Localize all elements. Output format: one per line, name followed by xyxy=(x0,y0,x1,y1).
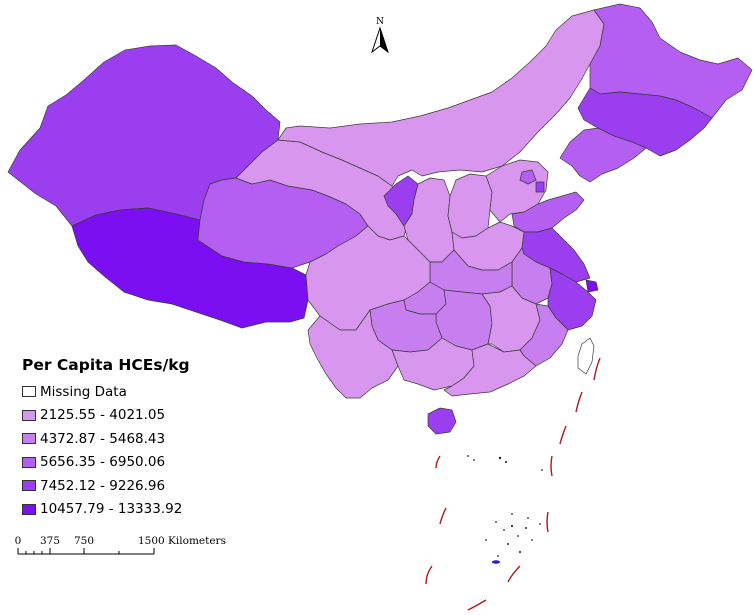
legend-label: Missing Data xyxy=(40,383,127,400)
region-hainan xyxy=(427,407,457,435)
region-heilongjiang xyxy=(589,3,753,119)
legend-label: 2125.55 - 4021.05 xyxy=(40,407,166,424)
south-china-sea-dashes xyxy=(425,357,601,611)
region-shanxi xyxy=(447,173,493,239)
region-zhejiang xyxy=(547,267,597,331)
legend-swatch xyxy=(22,433,36,445)
legend-label: 10457.79 - 13333.92 xyxy=(40,501,183,518)
legend-label: 7452.12 - 9226.96 xyxy=(40,477,166,494)
north-arrow: N xyxy=(368,14,392,60)
region-yunnan xyxy=(307,309,399,399)
legend-title: Per Capita HCEs/kg xyxy=(22,356,190,374)
region-fujian xyxy=(519,303,569,367)
scale-label-750: 750 xyxy=(74,535,94,547)
legend-label: 5656.35 - 6950.06 xyxy=(40,454,166,471)
scale-ticks xyxy=(17,548,155,554)
legend-item: 5656.35 - 6950.06 xyxy=(22,451,190,475)
region-tianjin xyxy=(535,181,545,193)
legend-swatch xyxy=(22,386,36,398)
legend-swatch xyxy=(22,456,36,468)
island-dots xyxy=(467,455,543,557)
scale-bar: 0 375 750 1500 Kilometers xyxy=(14,534,244,564)
legend: Per Capita HCEs/kg Missing Data 2125.55 -… xyxy=(22,356,190,521)
legend-item: Missing Data xyxy=(22,380,190,404)
island-blue-dot xyxy=(492,560,500,564)
region-beijing xyxy=(519,169,537,185)
region-tibet xyxy=(71,207,309,329)
legend-swatch xyxy=(22,503,36,515)
region-inner-mongolia xyxy=(277,9,605,187)
legend-label: 4372.87 - 5468.43 xyxy=(40,430,166,447)
north-label: N xyxy=(376,17,384,27)
legend-item: 10457.79 - 13333.92 xyxy=(22,498,190,522)
scale-label-375: 375 xyxy=(40,535,60,547)
region-guangdong xyxy=(443,343,537,397)
region-shanghai xyxy=(585,279,599,293)
region-taiwan xyxy=(577,337,595,375)
legend-swatch xyxy=(22,480,36,492)
legend-item: 4372.87 - 5468.43 xyxy=(22,427,190,451)
legend-item: 7452.12 - 9226.96 xyxy=(22,474,190,498)
scale-label-0: 0 xyxy=(15,535,22,547)
legend-swatch xyxy=(22,409,36,421)
region-liaoning xyxy=(559,127,647,183)
legend-item: 2125.55 - 4021.05 xyxy=(22,404,190,428)
scale-label-1500: 1500 Kilometers xyxy=(138,535,226,547)
